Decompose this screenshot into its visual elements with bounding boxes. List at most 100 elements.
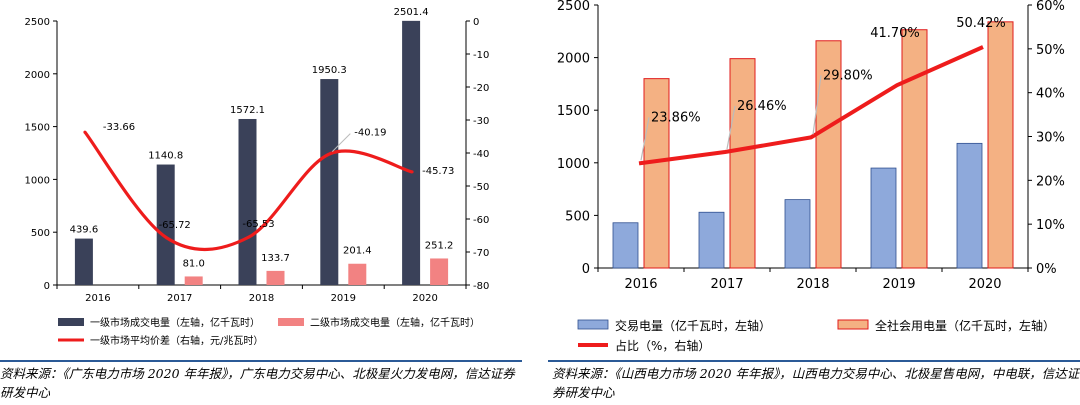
bar-secondary-market-label: 133.7: [261, 253, 290, 264]
bar-total-consumption: [987, 21, 1014, 269]
bar-trade-volume: [784, 199, 811, 269]
legend-label: 占比（%，右轴）: [615, 338, 710, 353]
bar-primary-market: [74, 238, 93, 285]
bar-trade-volume: [612, 222, 639, 269]
line-price-spread-point: [165, 236, 169, 240]
line-price-spread-label: -65.53: [242, 219, 274, 230]
left-axis-tick-label: 1000: [557, 157, 590, 172]
legend-swatch: [837, 319, 869, 330]
left-axis-tick-label: 1500: [557, 104, 590, 119]
bar-trade-volume: [956, 142, 983, 269]
right-axis-tick-label: 40%: [1036, 87, 1065, 102]
line-share-label: 50.42%: [956, 16, 1006, 31]
right-axis-tick-label: -40: [473, 149, 489, 160]
x-axis-tick-label: 2017: [167, 293, 192, 304]
right-axis-tick-label: 20%: [1036, 174, 1065, 189]
left-axis-tick-label: 0: [582, 262, 590, 277]
legend-swatch: [58, 318, 84, 326]
bar-primary-market: [238, 118, 257, 285]
right-axis-tick-label: -30: [473, 116, 489, 127]
bar-trade-volume: [870, 167, 897, 269]
right-axis-tick-label: 10%: [1036, 218, 1065, 233]
bar-secondary-market-label: 81.0: [183, 258, 205, 269]
line-share-label: 41.70%: [870, 26, 920, 41]
bar-secondary-market: [266, 270, 285, 285]
bar-total-consumption: [901, 29, 928, 269]
leader-line: [331, 133, 351, 152]
x-axis-tick-label: 2020: [412, 293, 437, 304]
source-note-right: 资料来源：《山西电力市场 2020 年年报》，山西电力交易中心、北极星售电网，中…: [552, 366, 1080, 400]
bar-secondary-market-label: 251.2: [425, 240, 454, 251]
x-axis-tick-label: 2019: [331, 293, 356, 304]
x-axis-tick-label: 2018: [796, 277, 829, 292]
bar-secondary-market: [184, 276, 203, 285]
source-rule-left: [0, 360, 522, 362]
leader-line: [640, 117, 650, 161]
legend-label: 一级市场平均价差（右轴，元/兆瓦时）: [90, 334, 263, 347]
x-axis-tick-label: 2016: [85, 293, 110, 304]
right-axis-tick-label: -60: [473, 215, 489, 226]
legend-label: 二级市场成交电量（左轴，亿千瓦时）: [310, 316, 480, 329]
bar-trade-volume: [698, 211, 725, 269]
x-axis-tick-label: 2017: [710, 277, 743, 292]
left-axis-tick-label: 1500: [25, 123, 50, 134]
bar-total-consumption: [643, 78, 670, 269]
bar-primary-market: [402, 20, 421, 285]
source-note-left: 资料来源：《广东电力市场 2020 年年报》，广东电力交易中心、北极星火力发电网…: [0, 366, 515, 400]
bar-primary-market-label: 1950.3: [312, 65, 347, 76]
left-axis-tick-label: 2000: [25, 70, 50, 81]
bar-secondary-market: [348, 263, 367, 285]
x-axis-tick-label: 2018: [249, 293, 274, 304]
leader-line: [812, 75, 822, 135]
bar-primary-market-label: 1572.1: [230, 105, 265, 116]
legend-label: 一级市场成交电量（左轴，亿千瓦时）: [90, 316, 260, 329]
source-rule-right: [548, 360, 1080, 362]
line-price-spread-point: [83, 130, 87, 134]
line-share: [638, 45, 984, 166]
left-axis-tick-label: 0: [44, 281, 50, 292]
bar-primary-market-label: 439.6: [70, 225, 99, 236]
bar-primary-market: [320, 79, 339, 286]
bar-secondary-market: [430, 258, 449, 285]
left-axis-tick-label: 2000: [557, 52, 590, 67]
bar-primary-market-label: 2501.4: [394, 7, 429, 18]
legend-label: 全社会用电量（亿千瓦时，左轴）: [875, 318, 1055, 333]
right-axis-tick-label: -50: [473, 182, 489, 193]
line-price-spread-label: -45.73: [422, 166, 454, 177]
line-price-spread-label: -65.72: [159, 220, 191, 231]
leader-line: [726, 105, 736, 150]
x-axis-tick-label: 2019: [882, 277, 915, 292]
bar-total-consumption: [729, 58, 756, 269]
line-price-spread-point: [328, 152, 332, 156]
line-price-spread-label: -33.66: [103, 122, 135, 133]
legend-right: 交易电量（亿千瓦时，左轴） 全社会用电量（亿千瓦时，左轴） 占比（%，右轴）: [577, 318, 1055, 353]
right-axis-tick-label: 30%: [1036, 131, 1065, 146]
left-axis-tick-label: 2500: [557, 0, 590, 14]
x-axis-tick-label: 2020: [968, 277, 1001, 292]
line-share-label: 29.80%: [823, 68, 873, 83]
right-axis-tick-label: -10: [473, 50, 489, 61]
right-axis-tick-label: 0%: [1036, 262, 1057, 277]
right-axis-tick-label: -80: [473, 281, 489, 292]
legend-label: 交易电量（亿千瓦时，左轴）: [615, 318, 771, 333]
left-axis-tick-label: 500: [31, 228, 50, 239]
legend-left: 一级市场成交电量（左轴，亿千瓦时） 二级市场成交电量（左轴，亿千瓦时） 一级市场平均…: [58, 316, 480, 347]
legend-swatch: [577, 319, 609, 330]
line-share-label: 26.46%: [737, 99, 787, 114]
chart-shanxi-market: 0 500 1000 1500 2000 2500 0% 10% 20% 30% 40% 50% 60%…: [557, 0, 1065, 353]
line-price-spread-point: [247, 235, 250, 239]
x-axis-tick-label: 2016: [624, 277, 657, 292]
line-price-spread-point: [410, 170, 414, 174]
right-axis-tick-label: -70: [473, 248, 489, 259]
line-share-label: 23.86%: [651, 110, 701, 125]
right-axis-tick-label: 0: [473, 17, 479, 28]
bar-secondary-market-label: 201.4: [343, 246, 372, 257]
left-axis-tick-label: 500: [565, 209, 590, 224]
chart-guangdong-market: 0 500 1000 1500 2000 2500 0 -10 -20 -30 -40 -50 -60 -…: [25, 7, 490, 347]
right-axis-tick-label: 60%: [1036, 0, 1065, 14]
legend-swatch: [278, 318, 304, 326]
left-axis-tick-label: 1000: [25, 175, 50, 186]
right-axis-tick-label: -20: [473, 83, 489, 94]
line-price-spread-label: -40.19: [354, 128, 386, 139]
left-axis-tick-label: 2500: [25, 17, 50, 28]
